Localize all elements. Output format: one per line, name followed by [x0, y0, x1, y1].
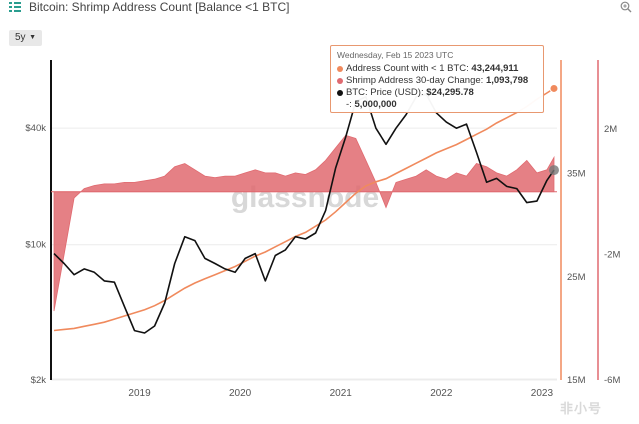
tooltip-row-change: Shrimp Address 30-day Change: 1,093,798 — [337, 75, 537, 87]
y-tick-label-right-address: 35M — [567, 169, 586, 180]
range-selector[interactable]: 5y ▼ — [9, 30, 42, 46]
title-bar: Bitcoin: Shrimp Address Count [Balance <… — [0, 0, 639, 16]
range-selector-value: 5y — [15, 32, 26, 43]
tooltip-label: Shrimp Address 30-day Change: — [346, 75, 484, 86]
x-tick-label: 2020 — [229, 388, 252, 399]
tooltip-value: $24,295.78 — [426, 87, 474, 98]
y-tick-label-left: $10k — [25, 240, 46, 251]
tooltip-row-price: BTC: Price (USD): $24,295.78 — [337, 87, 537, 99]
x-tick-label: 2021 — [330, 388, 353, 399]
y-tick-label-left: $2k — [31, 375, 47, 386]
y-tick-label-left: $40k — [25, 123, 46, 134]
tooltip-value: 43,244,911 — [471, 63, 519, 74]
chart-title: Bitcoin: Shrimp Address Count [Balance <… — [29, 0, 290, 14]
tooltip-row-address: Address Count with < 1 BTC: 43,244,911 — [337, 63, 537, 75]
y-tick-label-right-change: 2M — [604, 124, 617, 135]
y-tick-label-right-change: -6M — [604, 375, 620, 386]
tooltip-label: BTC: Price (USD): — [346, 87, 424, 98]
tooltip-label: Address Count with < 1 BTC: — [346, 63, 469, 74]
series-change-area — [53, 134, 555, 312]
hover-marker-address — [549, 83, 559, 93]
y-tick-label-right-change: -2M — [604, 250, 620, 261]
change-dot-icon — [337, 78, 343, 84]
address-dot-icon — [337, 66, 343, 72]
x-tick-label: 2023 — [531, 388, 554, 399]
series-price-line — [53, 93, 555, 334]
tooltip-date: Wednesday, Feb 15 2023 UTC — [337, 50, 454, 60]
y-tick-label-right-address: 25M — [567, 272, 586, 283]
tooltip: Wednesday, Feb 15 2023 UTC Address Count… — [330, 45, 544, 113]
hover-marker-price — [548, 165, 559, 176]
zoom-icon[interactable] — [620, 1, 632, 13]
corner-badge: 非小号 — [560, 401, 603, 416]
tooltip-value: 5,000,000 — [354, 99, 397, 110]
tooltip-value: 1,093,798 — [485, 75, 529, 86]
x-tick-label: 2019 — [128, 388, 151, 399]
series-address-line — [53, 87, 555, 332]
chevron-down-icon: ▼ — [29, 34, 36, 41]
x-tick-label: 2022 — [430, 388, 453, 399]
tooltip-label: -: — [346, 99, 352, 110]
tooltip-row-threshold: -: 5,000,000 — [337, 99, 537, 111]
price-dot-icon — [337, 90, 343, 96]
chart-menu-icon[interactable] — [8, 1, 22, 12]
y-tick-label-right-address: 15M — [567, 375, 586, 386]
